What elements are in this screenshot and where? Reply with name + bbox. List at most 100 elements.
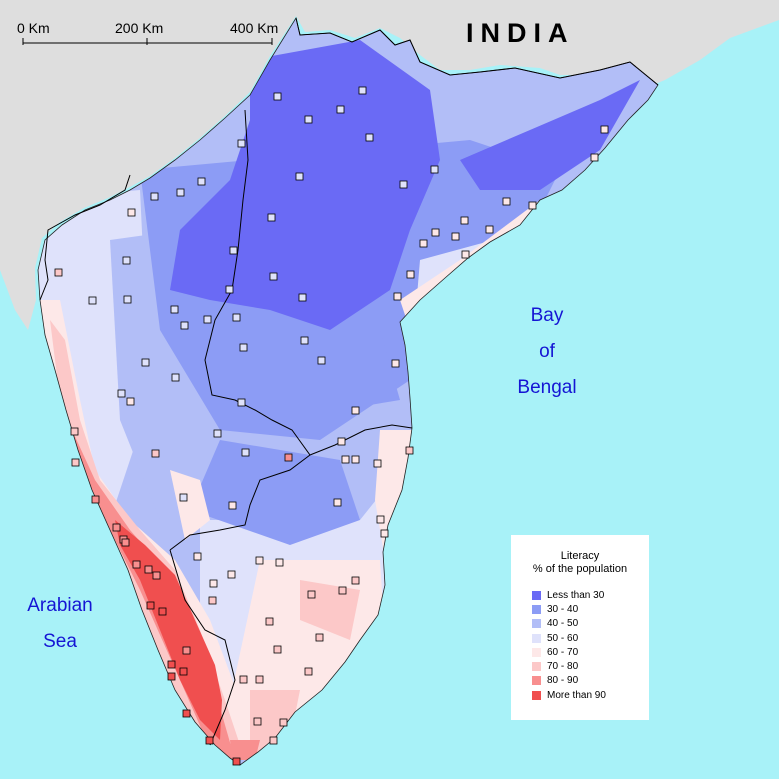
scale-bar [22,38,273,45]
district-marker [336,105,345,114]
district-marker [358,86,367,95]
district-marker [337,437,346,446]
district-marker [373,459,382,468]
district-marker [152,571,161,580]
district-marker [279,718,288,727]
district-marker [229,246,238,255]
district-marker [132,560,141,569]
district-marker [365,133,374,142]
district-marker [351,576,360,585]
district-marker [338,586,347,595]
legend-swatch [532,676,541,686]
district-marker [405,446,414,455]
district-marker [461,250,470,259]
district-marker [54,268,63,277]
district-marker [127,208,136,217]
legend-swatch [532,633,541,643]
district-marker [180,321,189,330]
legend: Literacy % of the population Less than 3… [511,535,649,720]
legend-item: 30 - 40 [511,602,649,616]
district-marker [232,313,241,322]
district-marker [126,397,135,406]
legend-item-label: 60 - 70 [547,646,579,658]
district-marker [182,646,191,655]
district-marker [269,272,278,281]
district-marker [239,675,248,684]
legend-swatch [532,619,541,629]
district-marker [205,736,214,745]
district-marker [304,667,313,676]
district-marker [117,389,126,398]
district-marker [315,633,324,642]
district-marker [253,717,262,726]
legend-item-label: More than 90 [547,689,606,701]
country-title: INDIA [466,18,575,48]
district-marker [419,239,428,248]
arabian-sea-label: Arabian Sea [27,595,93,652]
legend-list: Less than 30 30 - 40 40 - 50 50 - 60 60 - 70… [511,588,649,702]
district-marker [307,590,316,599]
district-marker [209,579,218,588]
district-marker [317,356,326,365]
district-marker [208,596,217,605]
legend-item: More than 90 [511,688,649,702]
district-marker [241,448,250,457]
legend-item: 70 - 80 [511,659,649,673]
scale-label-400: 400 Km [230,20,279,36]
district-marker [393,292,402,301]
district-marker [193,552,202,561]
district-marker [485,225,494,234]
district-marker [351,455,360,464]
legend-item-label: 40 - 50 [547,618,579,630]
district-marker [255,675,264,684]
district-marker [430,165,439,174]
district-marker [590,153,599,162]
district-marker [176,188,185,197]
legend-item: 50 - 60 [511,631,649,645]
district-marker [150,192,159,201]
district-marker [239,343,248,352]
district-marker [141,358,150,367]
legend-item: 40 - 50 [511,617,649,631]
district-marker [460,216,469,225]
district-marker [167,672,176,681]
district-marker [146,601,155,610]
district-marker [179,667,188,676]
district-marker [295,172,304,181]
district-marker [298,293,307,302]
district-marker [273,645,282,654]
district-marker [351,406,360,415]
district-marker [122,256,131,265]
district-marker [275,558,284,567]
district-marker [237,398,246,407]
legend-item-label: 70 - 80 [547,661,579,673]
district-marker [167,660,176,669]
district-marker [71,458,80,467]
district-marker [232,757,241,766]
district-marker [380,529,389,538]
district-marker [88,296,97,305]
district-marker [237,139,246,148]
district-marker [300,336,309,345]
district-marker [197,177,206,186]
district-marker [227,570,236,579]
district-marker [213,429,222,438]
legend-item: Less than 30 [511,588,649,602]
legend-swatch [532,690,541,700]
district-marker [203,315,212,324]
district-marker [151,449,160,458]
district-marker [376,515,385,524]
district-marker [265,617,274,626]
district-marker [170,305,179,314]
district-marker [91,495,100,504]
district-marker [269,736,278,745]
district-marker [144,565,153,574]
bay-of-bengal-label: Bay of Bengal [517,305,577,398]
district-marker [225,285,234,294]
district-marker [502,197,511,206]
district-marker [391,359,400,368]
legend-item-label: Less than 30 [547,589,605,601]
district-marker [341,455,350,464]
